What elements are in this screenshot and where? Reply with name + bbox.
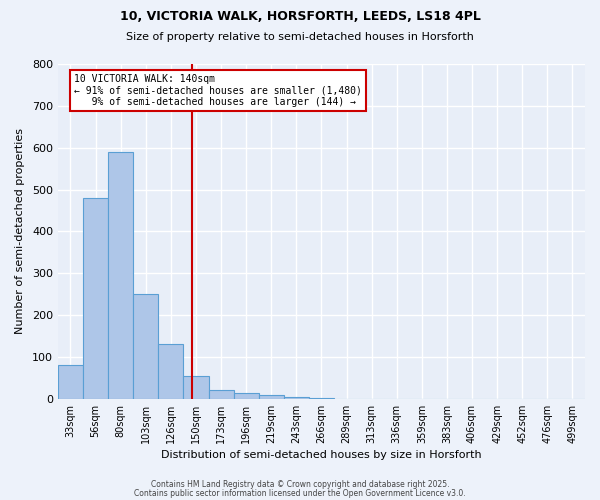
Bar bbox=[58, 366, 83, 399]
Bar bbox=[83, 198, 108, 399]
Y-axis label: Number of semi-detached properties: Number of semi-detached properties bbox=[15, 128, 25, 334]
Bar bbox=[108, 152, 133, 399]
Text: Contains public sector information licensed under the Open Government Licence v3: Contains public sector information licen… bbox=[134, 489, 466, 498]
Bar bbox=[309, 398, 334, 399]
Text: 10, VICTORIA WALK, HORSFORTH, LEEDS, LS18 4PL: 10, VICTORIA WALK, HORSFORTH, LEEDS, LS1… bbox=[119, 10, 481, 23]
Text: Contains HM Land Registry data © Crown copyright and database right 2025.: Contains HM Land Registry data © Crown c… bbox=[151, 480, 449, 489]
Bar bbox=[259, 394, 284, 399]
Text: 10 VICTORIA WALK: 140sqm
← 91% of semi-detached houses are smaller (1,480)
   9%: 10 VICTORIA WALK: 140sqm ← 91% of semi-d… bbox=[74, 74, 362, 107]
Bar bbox=[133, 294, 158, 399]
Text: Size of property relative to semi-detached houses in Horsforth: Size of property relative to semi-detach… bbox=[126, 32, 474, 42]
Bar bbox=[184, 376, 209, 399]
Bar bbox=[233, 392, 259, 399]
Bar bbox=[284, 396, 309, 399]
Bar bbox=[209, 390, 233, 399]
Bar bbox=[158, 344, 184, 399]
X-axis label: Distribution of semi-detached houses by size in Horsforth: Distribution of semi-detached houses by … bbox=[161, 450, 482, 460]
